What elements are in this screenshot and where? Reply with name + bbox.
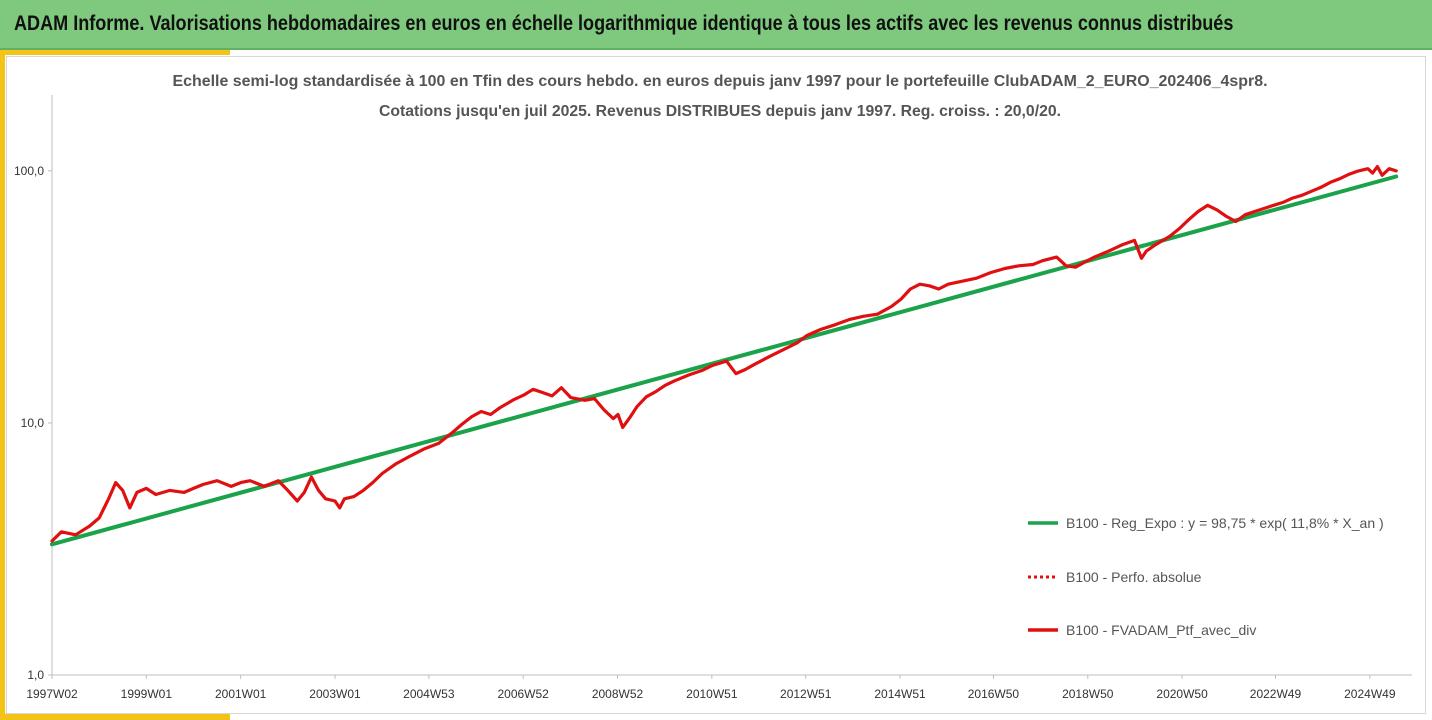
x-tick-label: 1999W01 bbox=[121, 687, 173, 701]
y-tick-label: 100,0 bbox=[14, 164, 44, 178]
x-tick-label: 2008W52 bbox=[592, 687, 644, 701]
x-tick-label: 2022W49 bbox=[1250, 687, 1302, 701]
series-line-portfolio bbox=[50, 165, 1398, 543]
chart-frame bbox=[6, 56, 1426, 714]
x-tick-label: 2006W52 bbox=[497, 687, 549, 701]
legend-entry-regression-label: B100 - Reg_Expo : y = 98,75 * exp( 11,8%… bbox=[1066, 515, 1384, 531]
x-tick-label: 2014W51 bbox=[874, 687, 926, 701]
accent-bar-left bbox=[0, 50, 5, 714]
legend-entry-portfolio-label: B100 - FVADAM_Ptf_avec_div bbox=[1066, 622, 1256, 638]
title-banner: ADAM Informe. Valorisations hebdomadaire… bbox=[0, 0, 1432, 50]
x-tick-label: 2020W50 bbox=[1156, 687, 1208, 701]
x-tick-label: 2003W01 bbox=[309, 687, 361, 701]
x-tick-label: 2001W01 bbox=[215, 687, 267, 701]
x-tick-label: 2004W53 bbox=[403, 687, 455, 701]
chart-subtitle-line2: Cotations jusqu'en juil 2025. Revenus DI… bbox=[379, 103, 1061, 120]
accent-bar-bottom bbox=[0, 714, 230, 720]
x-tick-label: 1997W02 bbox=[26, 687, 78, 701]
y-tick-label: 10,0 bbox=[21, 416, 45, 430]
x-tick-label: 2012W51 bbox=[780, 687, 832, 701]
x-tick-label: 2018W50 bbox=[1062, 687, 1114, 701]
y-tick-label: 1,0 bbox=[27, 668, 44, 682]
legend-entry-perfo-absolue-label: B100 - Perfo. absolue bbox=[1066, 569, 1202, 585]
x-tick-label: 2024W49 bbox=[1344, 687, 1396, 701]
chart-subtitle-line1: Echelle semi-log standardisée à 100 en T… bbox=[173, 73, 1268, 90]
accent-bar-top bbox=[0, 50, 230, 55]
x-tick-label: 2010W51 bbox=[686, 687, 738, 701]
banner-title: ADAM Informe. Valorisations hebdomadaire… bbox=[14, 12, 1234, 35]
x-tick-label: 2016W50 bbox=[968, 687, 1020, 701]
